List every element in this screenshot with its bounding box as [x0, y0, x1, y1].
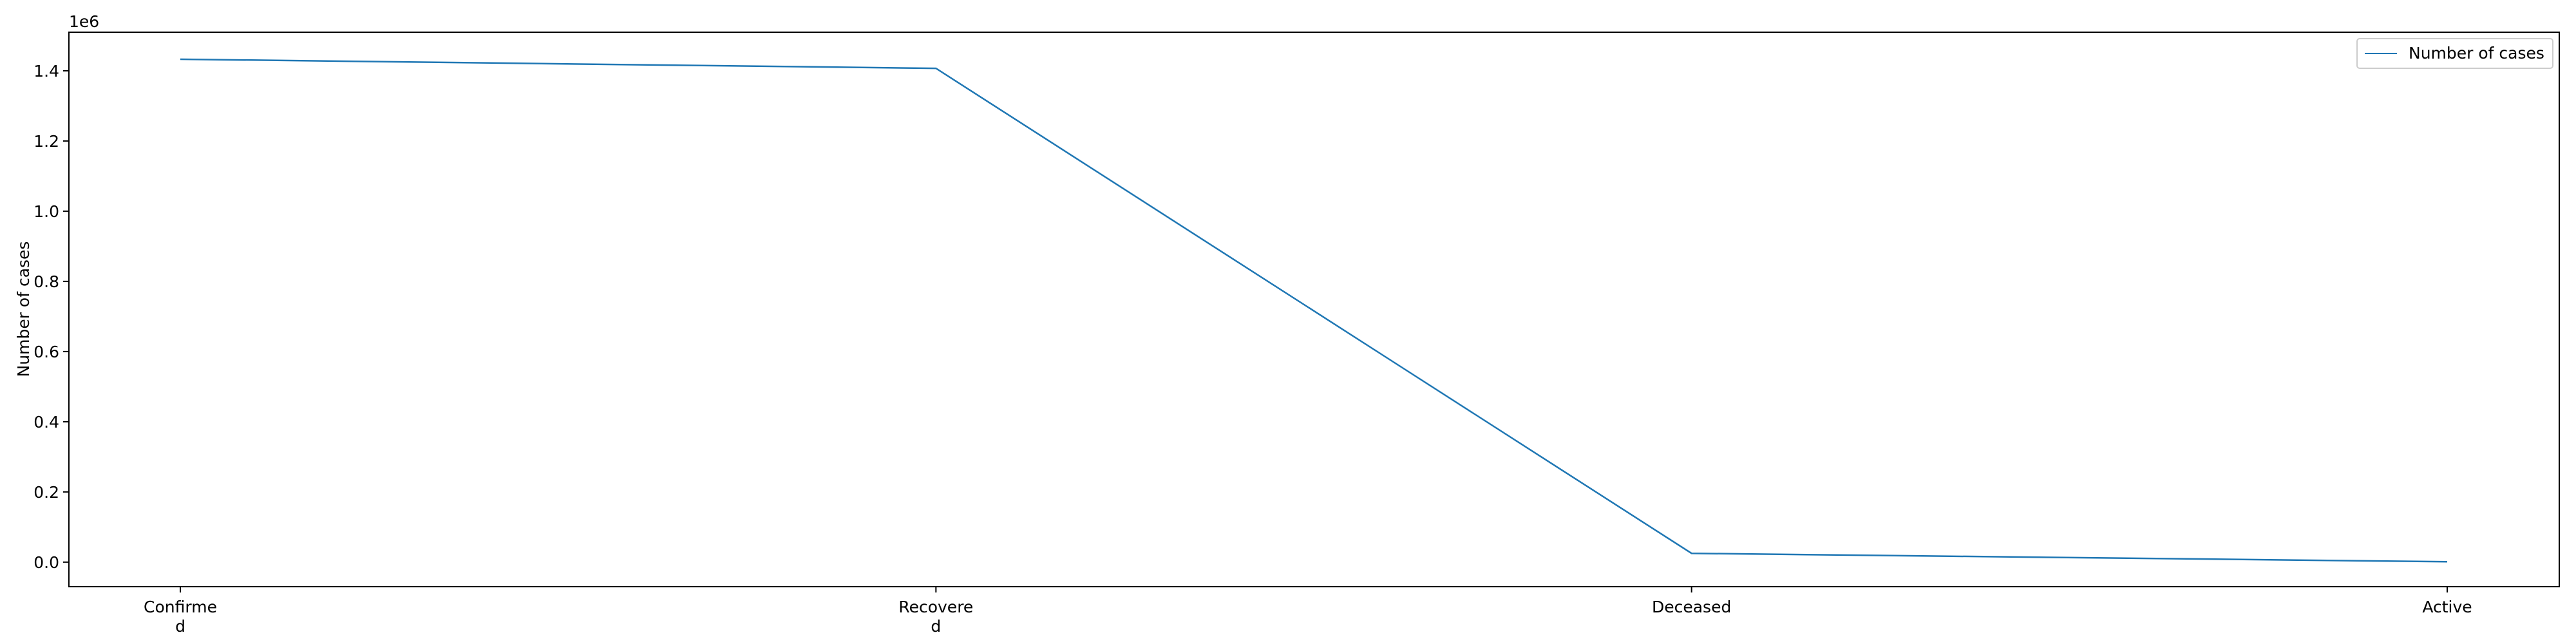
legend-box [2356, 38, 2553, 69]
x-tick-label: Recovere d [898, 598, 973, 636]
x-tick-label: Deceased [1652, 598, 1731, 616]
plot-area [68, 32, 2560, 587]
y-scale-multiplier: 1e6 [69, 12, 99, 31]
legend-label: Number of cases [2409, 44, 2544, 62]
y-tick-label: 1.4 [33, 62, 59, 80]
series-line [180, 58, 2448, 563]
y-tick-label: 1.0 [33, 202, 59, 221]
y-tick-label: 1.2 [33, 132, 59, 151]
y-tick-label: 0.6 [33, 343, 59, 361]
x-axis-ticks: Confirme d Recovere d Deceased Active [144, 587, 2472, 636]
legend: Number of cases [2356, 38, 2553, 69]
y-tick-label: 0.8 [33, 272, 59, 291]
x-tick-label: Active [2422, 598, 2472, 616]
y-axis-title: Number of cases [14, 242, 33, 377]
series-layer [180, 58, 2448, 563]
y-tick-label: 0.2 [33, 483, 59, 502]
y-tick-label: 0.4 [33, 413, 59, 431]
x-tick-label: Confirme d [144, 598, 217, 636]
y-axis-ticks: 0.0 0.2 0.4 0.6 0.8 1.0 1.2 1.4 [33, 62, 69, 572]
y-tick-label: 0.0 [33, 553, 59, 572]
